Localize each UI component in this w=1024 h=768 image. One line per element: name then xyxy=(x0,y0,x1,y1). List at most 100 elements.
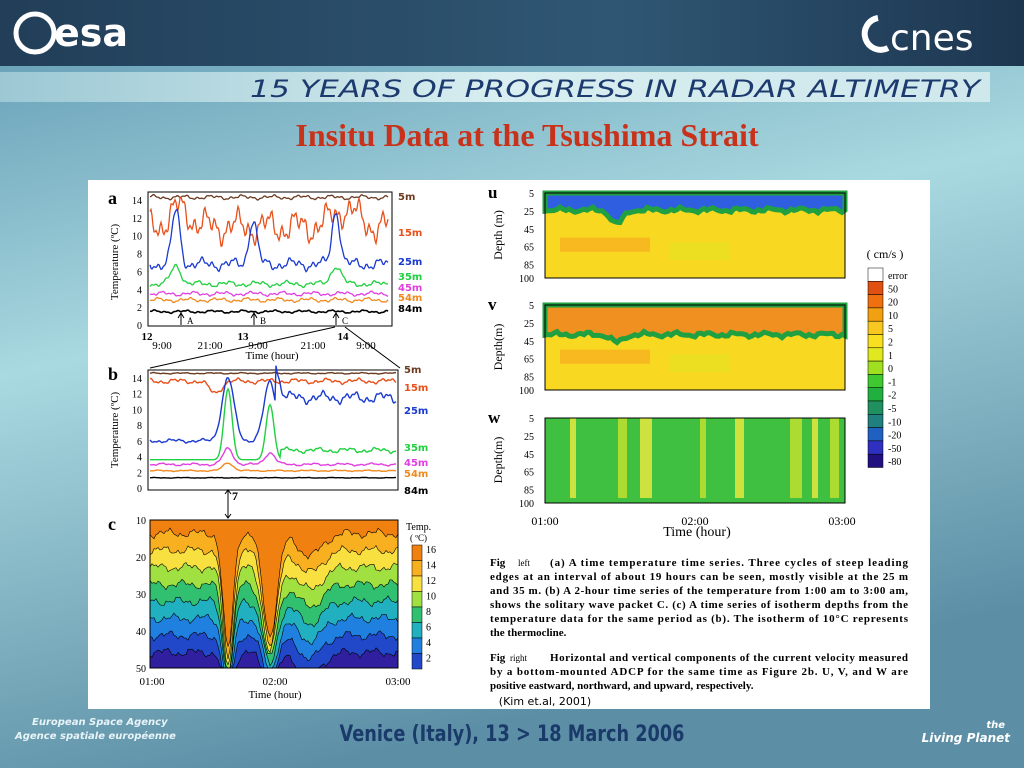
legend-swatch xyxy=(867,334,884,349)
legend-swatch xyxy=(411,575,423,592)
legend-title: ( ºC) xyxy=(410,533,427,543)
stripe xyxy=(735,418,744,498)
plot-frame xyxy=(544,417,846,504)
legend-label: 0 xyxy=(888,364,893,375)
legend-swatch xyxy=(867,453,884,468)
trace xyxy=(150,476,397,479)
y-tick-label: 4 xyxy=(137,285,142,296)
living-planet: Living Planet xyxy=(922,731,1012,745)
trace xyxy=(149,377,397,394)
marker-arrow xyxy=(177,312,185,325)
y-tick-label: 12 xyxy=(132,390,142,401)
legend-swatch xyxy=(867,267,884,282)
y-tick-label: 100 xyxy=(519,499,534,510)
plot-frame xyxy=(544,304,846,391)
stripe xyxy=(790,418,802,498)
y-tick-label: 65 xyxy=(524,355,534,366)
panel-label: a xyxy=(108,188,117,208)
y-tick-label: 14 xyxy=(132,196,142,207)
legend-label: -50 xyxy=(888,444,901,455)
y-tick-label: 10 xyxy=(132,232,142,243)
patch xyxy=(670,354,730,373)
trace xyxy=(150,308,389,315)
y-tick-label: 65 xyxy=(524,243,534,254)
legend-label: 10 xyxy=(426,592,436,603)
legend-title: Temp. xyxy=(406,522,431,533)
x-tick-label: 03:00 xyxy=(385,676,411,688)
legend-swatch xyxy=(867,414,884,428)
marker-label: A xyxy=(187,316,194,326)
panel-label: b xyxy=(108,364,118,384)
y-tick-label: 5 xyxy=(529,414,534,425)
caption-ref: right xyxy=(510,653,527,663)
x-title: Time (hour) xyxy=(245,350,298,362)
legend-label: 14 xyxy=(426,561,436,572)
day-label: 12 xyxy=(142,331,154,343)
x-tick-label: 21:00 xyxy=(300,340,326,352)
legend-swatch xyxy=(867,294,884,309)
trace xyxy=(149,462,396,473)
caption-line: positive eastward, northward, and upward… xyxy=(490,680,754,692)
legend-label: -2 xyxy=(888,391,896,402)
esa-icon xyxy=(13,11,57,55)
y-tick-label: 40 xyxy=(136,627,146,638)
y-tick-label: 2 xyxy=(137,303,142,314)
esa-logo: esa xyxy=(54,11,128,55)
x-tick-label: 02:00 xyxy=(681,514,708,528)
trace xyxy=(149,296,389,304)
panel-label: c xyxy=(108,514,116,534)
patch xyxy=(560,349,650,364)
agency-fr: Agence spatiale européenne xyxy=(14,730,176,742)
day-label: 14 xyxy=(338,331,350,343)
legend-label: 10 xyxy=(888,311,898,322)
x-tick-label: 9:00 xyxy=(152,340,172,352)
legend-label: 16 xyxy=(426,545,436,556)
legend-label: -20 xyxy=(888,431,901,442)
y-label: Temperature (ºC) xyxy=(109,392,121,469)
depth-label: 35m xyxy=(398,272,422,283)
legend-label: 2 xyxy=(426,654,431,665)
stripe xyxy=(640,418,652,498)
trace xyxy=(149,208,389,273)
y-tick-label: 20 xyxy=(136,553,146,564)
legend-label: 5 xyxy=(888,324,893,335)
x-title: Time (hour) xyxy=(248,689,301,701)
trace xyxy=(149,290,389,298)
legend-swatch xyxy=(411,622,423,639)
legend-label: 1 xyxy=(888,351,893,362)
legend-label: -1 xyxy=(888,377,896,388)
legend-label: error xyxy=(888,271,908,282)
plot-frame xyxy=(147,191,393,327)
venue: Venice (Italy), 13 > 18 March 2006 xyxy=(340,722,685,747)
legend-label: 4 xyxy=(426,638,431,649)
caption-line: edges at an interval of about 19 hours c… xyxy=(490,571,908,583)
y-tick-label: 8 xyxy=(137,250,142,261)
y-tick-label: 45 xyxy=(524,450,534,461)
legend-swatch xyxy=(867,360,884,375)
depth-label: 84m xyxy=(398,304,422,315)
x-tick-label: 03:00 xyxy=(828,514,855,528)
y-tick-label: 65 xyxy=(524,468,534,479)
upper-layer xyxy=(542,302,848,346)
legend-swatch xyxy=(867,440,884,455)
banner: 15 YEARS OF PROGRESS IN RADAR ALTIMETRY xyxy=(250,75,983,103)
y-tick-label: 4 xyxy=(137,453,142,464)
panel-label: w xyxy=(488,408,501,427)
patch xyxy=(560,237,650,252)
living-planet-the: the xyxy=(986,720,1005,731)
x-tick-label: 9:00 xyxy=(356,340,376,352)
legend-swatch xyxy=(867,320,884,335)
legend-swatch xyxy=(411,606,423,623)
legend-label: -5 xyxy=(888,404,896,415)
plot-frame xyxy=(544,192,846,279)
panel-label: u xyxy=(488,183,497,202)
trace xyxy=(150,387,397,461)
caption-line: Horizontal and vertical components of th… xyxy=(550,652,908,664)
depth-label: 54m xyxy=(404,469,428,480)
cnes-logo: cnes xyxy=(890,18,974,59)
depth-label: 35m xyxy=(404,443,428,454)
agency-en: European Space Agency xyxy=(32,717,168,728)
depth-label: 84m xyxy=(404,486,428,497)
citation: (Kim et.al, 2001) xyxy=(499,695,591,708)
